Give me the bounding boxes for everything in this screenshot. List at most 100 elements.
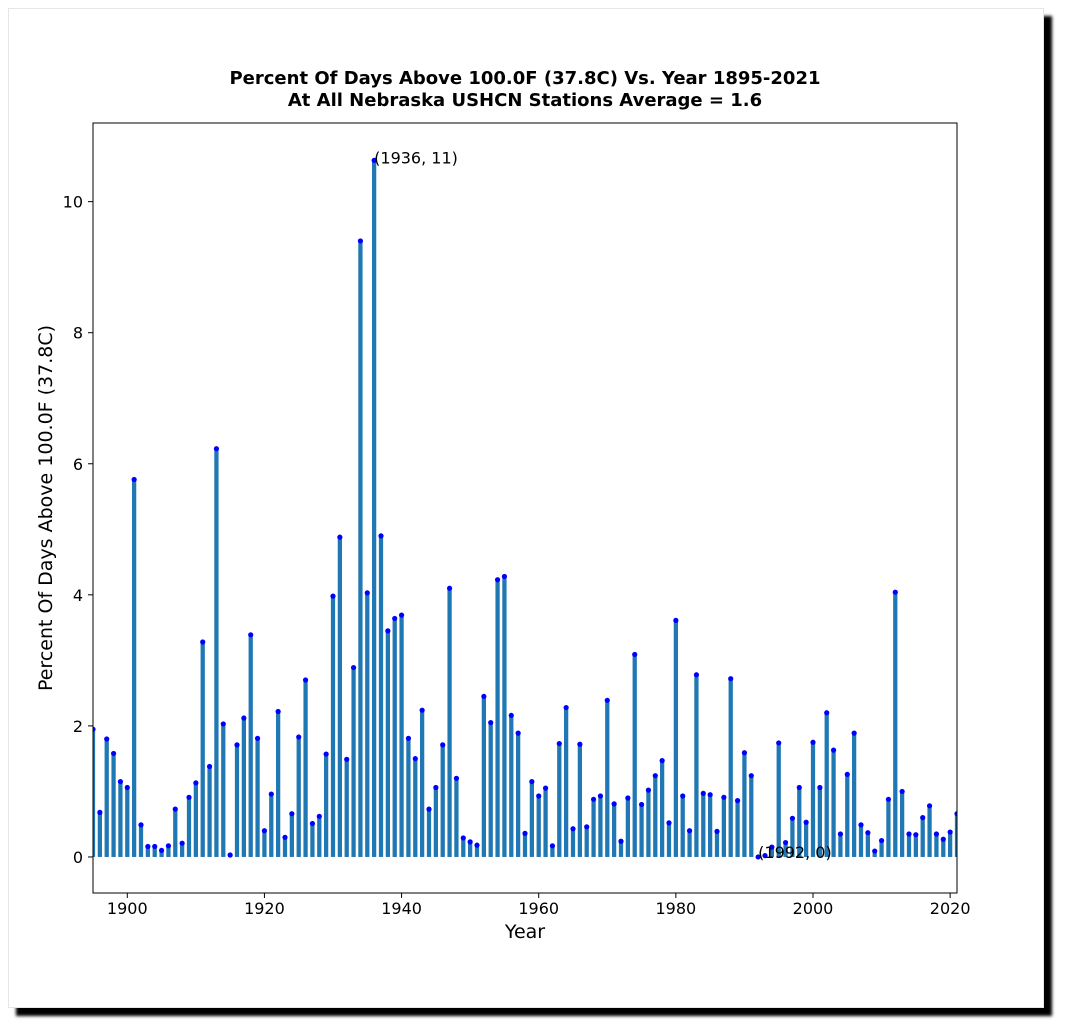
- bar: [865, 832, 870, 857]
- bar: [954, 813, 957, 857]
- bar: [536, 796, 541, 857]
- bar: [570, 828, 576, 857]
- data-point: [213, 446, 220, 452]
- data-point: [666, 820, 672, 826]
- data-point: [810, 739, 816, 745]
- data-point: [885, 796, 892, 802]
- bar: [646, 790, 651, 857]
- data-point: [926, 803, 933, 809]
- annotations: (1936, 11) (1992, 0): [374, 148, 832, 862]
- bar: [605, 700, 610, 857]
- bar: [900, 791, 905, 857]
- data-point: [625, 795, 631, 801]
- bar: [804, 822, 809, 857]
- bar: [433, 787, 438, 857]
- data-point: [323, 751, 329, 757]
- bar: [714, 831, 720, 857]
- data-point: [467, 839, 473, 845]
- data-point: [227, 852, 233, 858]
- bar: [948, 832, 953, 857]
- y-tick-label: 0: [73, 848, 83, 867]
- data-point: [220, 721, 226, 727]
- bar: [399, 615, 404, 857]
- data-point: [405, 735, 412, 741]
- bar: [324, 754, 329, 857]
- data-point: [433, 784, 439, 791]
- bar: [639, 804, 644, 857]
- y-tick-label: 2: [73, 717, 83, 736]
- bar: [495, 579, 500, 857]
- bar: [934, 834, 939, 857]
- bar: [426, 809, 432, 857]
- bar: [516, 733, 521, 857]
- data-point: [837, 831, 844, 837]
- data-point: [892, 589, 898, 595]
- data-point: [426, 806, 432, 812]
- bar: [296, 737, 301, 857]
- bar: [776, 742, 781, 857]
- bar: [694, 674, 699, 857]
- data-point: [714, 828, 720, 835]
- data-point: [728, 676, 734, 682]
- data-point: [145, 843, 151, 850]
- data-point: [680, 793, 686, 799]
- bar: [817, 787, 822, 857]
- bar: [159, 850, 164, 857]
- data-point: [93, 726, 96, 732]
- bar: [344, 759, 349, 857]
- data-point: [152, 843, 158, 850]
- bar: [413, 758, 418, 857]
- data-point: [769, 844, 775, 850]
- bar: [440, 744, 445, 857]
- data-point: [947, 829, 953, 835]
- bar: [749, 775, 754, 857]
- x-tick-label: 2020: [930, 899, 971, 918]
- bar: [584, 826, 589, 857]
- bar: [557, 743, 562, 857]
- data-point: [748, 773, 754, 779]
- data-point: [412, 756, 418, 762]
- bar: [632, 654, 637, 857]
- data-point: [844, 771, 850, 777]
- data-point: [481, 693, 487, 700]
- data-point: [350, 664, 357, 671]
- data-point: [110, 750, 117, 757]
- data-point: [913, 832, 919, 838]
- bar: [509, 715, 514, 857]
- bar: [207, 766, 212, 857]
- x-axis-label: Year: [504, 921, 545, 943]
- bar: [351, 667, 356, 857]
- data-point: [289, 811, 295, 817]
- bar: [104, 739, 109, 857]
- x-tick-label: 1960: [518, 899, 559, 918]
- bar: [612, 803, 617, 857]
- bar: [577, 744, 582, 857]
- bar: [173, 809, 178, 857]
- data-point: [234, 742, 240, 748]
- data-point: [446, 585, 453, 591]
- data-point: [686, 828, 693, 834]
- data-point: [878, 837, 885, 844]
- bar: [810, 742, 816, 857]
- data-point: [385, 628, 391, 634]
- bar: [790, 818, 795, 857]
- data-point: [645, 787, 652, 793]
- data-point: [721, 794, 727, 800]
- data-point: [344, 756, 350, 762]
- y-tick-label: 10: [63, 193, 83, 212]
- bar: [838, 834, 843, 857]
- x-tick-label: 1980: [655, 899, 696, 918]
- bar: [529, 781, 534, 857]
- data-point: [494, 577, 501, 583]
- bar-series: [93, 160, 957, 857]
- data-point: [97, 809, 103, 815]
- data-point: [392, 615, 398, 622]
- x-axis: 1900 1920 1940 1960 1980 2000 2020: [107, 893, 971, 918]
- bar: [132, 479, 137, 857]
- data-point: [824, 710, 830, 716]
- data-point: [707, 792, 713, 798]
- bar: [200, 642, 205, 857]
- bar: [221, 723, 226, 857]
- data-point: [165, 843, 172, 849]
- data-point: [789, 815, 796, 821]
